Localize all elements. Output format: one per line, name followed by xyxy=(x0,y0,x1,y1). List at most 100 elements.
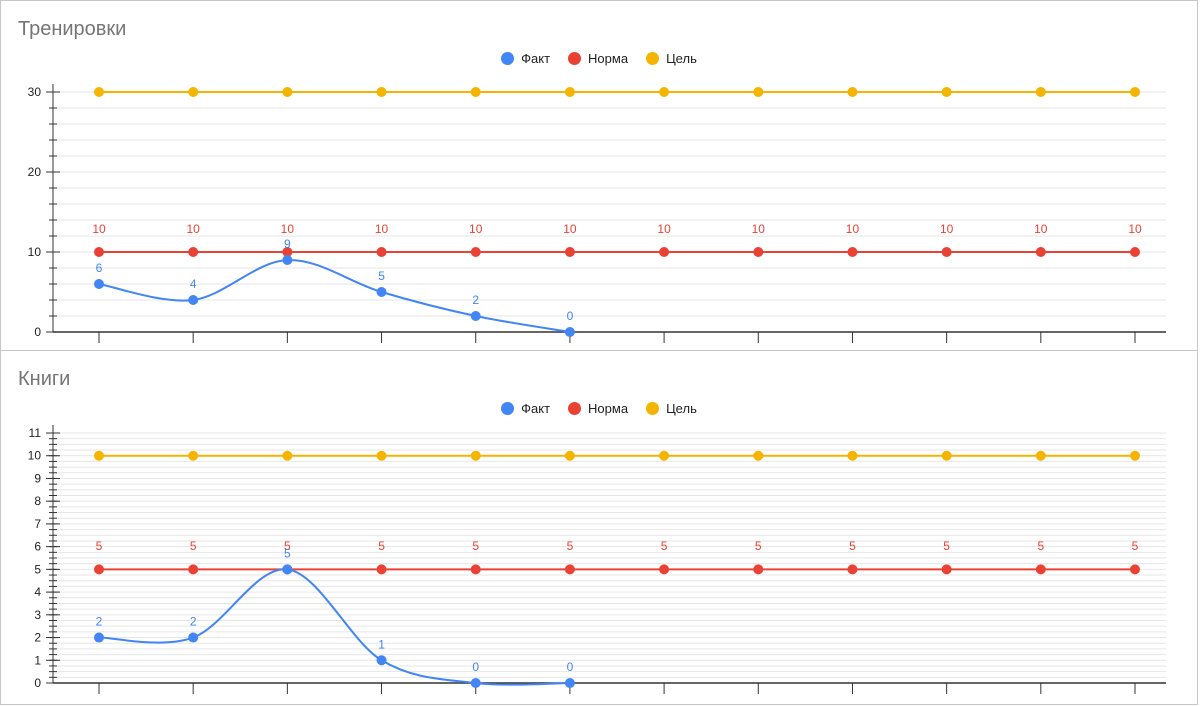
data-point-goal xyxy=(847,450,858,461)
data-point-goal xyxy=(282,450,293,461)
y-tick-label: 20 xyxy=(28,165,42,179)
data-point-goal xyxy=(941,450,952,461)
data-point-goal xyxy=(94,87,104,97)
data-point-goal xyxy=(470,87,481,97)
data-point-fact xyxy=(94,632,104,643)
y-tick-label: 7 xyxy=(34,517,41,531)
series-goal xyxy=(94,87,1140,97)
data-point-norm xyxy=(564,564,575,575)
data-point-fact xyxy=(470,311,481,321)
series-fact: 2 2 5 1 0 0 xyxy=(94,546,575,688)
y-axis: 0 10 20 30 xyxy=(28,84,60,339)
data-label-norm: 5 xyxy=(661,539,668,553)
data-point-norm xyxy=(1035,247,1046,257)
y-axis: 0 1 2 3 4 5 6 7 8 9 10 11 xyxy=(28,425,60,690)
data-label-norm: 5 xyxy=(567,539,574,553)
data-point-norm xyxy=(470,564,481,575)
data-label-fact: 6 xyxy=(96,261,103,275)
data-point-norm xyxy=(564,247,575,257)
data-label-norm: 5 xyxy=(284,539,291,553)
legend-marker-norm xyxy=(568,402,582,415)
y-tick-label: 8 xyxy=(34,494,41,508)
data-label-norm: 5 xyxy=(472,539,479,553)
data-point-goal xyxy=(282,87,293,97)
data-point-goal xyxy=(376,87,387,97)
data-point-norm xyxy=(1130,247,1140,257)
y-tick-label: 30 xyxy=(28,85,42,99)
data-label-norm: 5 xyxy=(1037,539,1044,553)
legend-marker-goal xyxy=(646,402,660,415)
chart-title: Книги xyxy=(18,368,71,390)
y-tick-label: 3 xyxy=(34,608,41,622)
data-point-norm xyxy=(941,247,952,257)
legend-label-fact: Факт xyxy=(521,51,551,66)
data-point-norm xyxy=(470,247,481,257)
data-point-fact xyxy=(564,327,575,337)
data-label-fact: 2 xyxy=(190,615,197,629)
legend-item-fact[interactable]: Факт xyxy=(501,51,550,66)
chart-legend: Факт Норма Цель xyxy=(1,51,1197,66)
data-point-norm xyxy=(659,564,670,575)
x-axis xyxy=(53,682,1166,694)
data-point-goal xyxy=(188,87,199,97)
data-label-norm: 5 xyxy=(96,539,103,553)
data-label-norm: 5 xyxy=(755,539,762,553)
data-point-fact xyxy=(376,655,387,666)
data-label-norm: 10 xyxy=(281,222,295,236)
data-point-fact xyxy=(564,678,575,688)
series-line-fact xyxy=(98,258,571,333)
series-norm: 10 10 10 10 10 10 10 10 10 10 10 10 xyxy=(92,222,1142,257)
data-point-norm xyxy=(94,247,104,257)
chart-panel-books: Книги Факт Норма Цель 0 1 2 3 4 5 6 7 8 9 10 11 5 5 5 5… xyxy=(0,350,1198,705)
y-tick-label: 9 xyxy=(34,471,41,485)
data-label-norm: 5 xyxy=(849,539,856,553)
legend-item-norm[interactable]: Норма xyxy=(568,51,628,66)
data-point-norm xyxy=(376,247,387,257)
chart-title: Тренировки xyxy=(18,18,127,40)
legend-item-goal[interactable]: Цель xyxy=(646,51,697,66)
data-label-fact: 0 xyxy=(567,660,574,674)
data-point-goal xyxy=(753,87,764,97)
data-point-goal xyxy=(1130,87,1140,97)
data-point-goal xyxy=(564,87,575,97)
data-label-norm: 10 xyxy=(92,222,106,236)
data-label-fact: 9 xyxy=(284,237,291,251)
data-point-goal xyxy=(659,450,670,461)
data-point-norm xyxy=(188,247,199,257)
data-point-goal xyxy=(564,450,575,461)
data-point-norm xyxy=(753,247,764,257)
legend-item-norm[interactable]: Норма xyxy=(568,401,628,416)
legend-item-goal[interactable]: Цель xyxy=(646,401,697,416)
data-label-fact: 0 xyxy=(567,309,574,323)
data-point-fact xyxy=(282,564,293,575)
data-label-norm: 10 xyxy=(657,222,671,236)
data-point-norm xyxy=(847,564,858,575)
data-label-fact: 1 xyxy=(378,637,385,651)
legend-label-goal: Цель xyxy=(666,51,697,66)
data-point-fact xyxy=(188,632,199,643)
legend-item-fact[interactable]: Факт xyxy=(501,401,550,416)
data-label-norm: 10 xyxy=(1128,222,1142,236)
data-label-norm: 10 xyxy=(375,222,389,236)
data-label-norm: 10 xyxy=(187,222,201,236)
data-point-norm xyxy=(1130,564,1140,575)
data-point-fact xyxy=(470,678,481,688)
data-point-norm xyxy=(941,564,952,575)
data-point-goal xyxy=(847,87,858,97)
data-label-fact: 4 xyxy=(190,277,197,291)
data-label-norm: 10 xyxy=(469,222,483,236)
legend-marker-fact xyxy=(501,402,515,415)
data-point-norm xyxy=(188,564,199,575)
data-point-goal xyxy=(659,87,670,97)
y-tick-label: 10 xyxy=(28,245,42,259)
y-tick-label: 4 xyxy=(34,585,41,599)
gridlines xyxy=(53,91,1166,333)
x-axis xyxy=(53,331,1166,343)
data-label-norm: 5 xyxy=(943,539,950,553)
data-point-norm xyxy=(659,247,670,257)
data-label-norm: 5 xyxy=(190,539,197,553)
y-tick-label: 0 xyxy=(34,676,41,690)
data-label-fact: 0 xyxy=(472,660,479,674)
